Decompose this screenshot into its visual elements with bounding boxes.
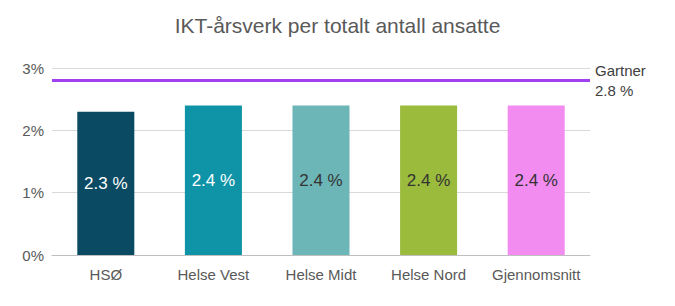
svg-text:Helse Midt: Helse Midt (286, 266, 358, 283)
svg-text:Helse Vest: Helse Vest (178, 266, 251, 283)
svg-text:IKT-årsverk per totalt antall: IKT-årsverk per totalt antall ansatte (175, 14, 501, 37)
svg-text:2.4 %: 2.4 % (192, 171, 235, 190)
svg-text:2%: 2% (22, 122, 44, 139)
svg-text:2.3 %: 2.3 % (84, 174, 127, 193)
svg-text:2.4 %: 2.4 % (299, 171, 342, 190)
svg-text:1%: 1% (22, 184, 44, 201)
svg-text:HSØ: HSØ (90, 266, 123, 283)
svg-text:Gjennomsnitt: Gjennomsnitt (492, 266, 581, 283)
svg-text:2.4 %: 2.4 % (407, 171, 450, 190)
svg-text:2.8 %: 2.8 % (595, 82, 633, 99)
svg-text:0%: 0% (22, 247, 44, 264)
svg-text:2.4 %: 2.4 % (514, 171, 557, 190)
svg-text:Gartner: Gartner (595, 62, 646, 79)
svg-text:3%: 3% (22, 60, 44, 77)
svg-text:Helse Nord: Helse Nord (391, 266, 466, 283)
